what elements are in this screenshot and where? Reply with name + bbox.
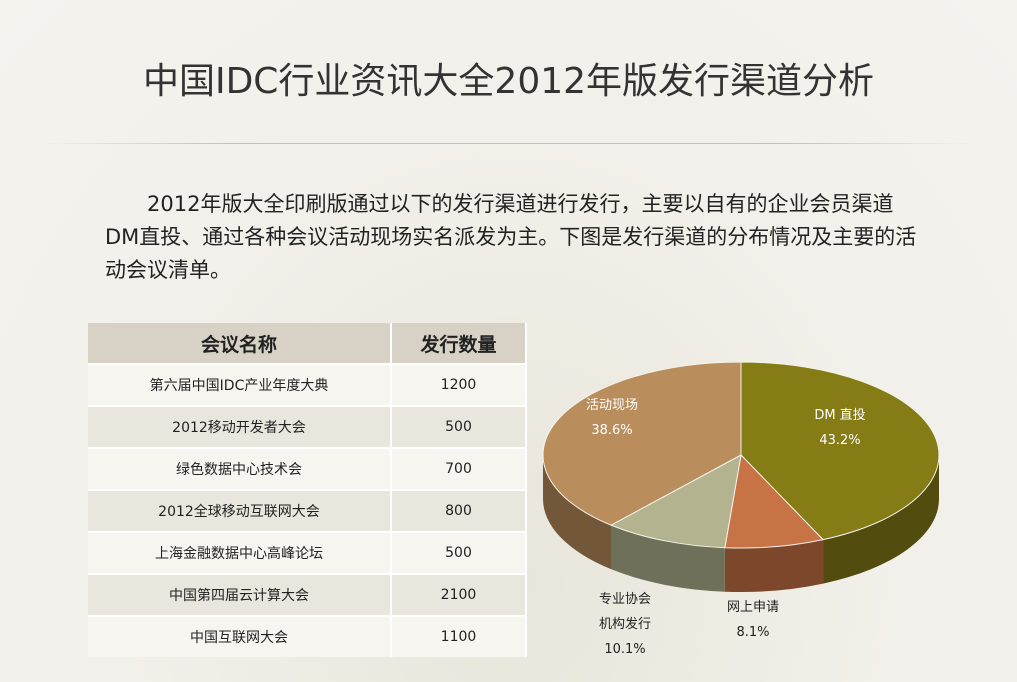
table-cell: 绿色数据中心技术会 <box>88 447 392 490</box>
table-cell: 1200 <box>391 363 527 406</box>
pie-label: DM 直投 43.2% <box>785 403 895 453</box>
pie-slice <box>609 454 742 549</box>
pie-percent: 10.1% <box>604 642 646 657</box>
table-cell: 中国互联网大会 <box>88 615 392 657</box>
slide-title: 中国IDC行业资讯大全2012年版发行渠道分析 <box>142 61 875 102</box>
divider <box>40 143 975 144</box>
table-cell: 2012全球移动互联网大会 <box>88 489 392 532</box>
header-cell: 发行数量 <box>391 323 527 364</box>
table-cell: 500 <box>391 405 527 448</box>
table-cell: 上海金融数据中心高峰论坛 <box>88 531 392 574</box>
pie-slice <box>724 453 825 549</box>
pie-side <box>823 455 939 584</box>
table-cell: 2100 <box>391 573 527 616</box>
header-cell: 会议名称 <box>88 323 392 364</box>
table-row: 2012全球移动互联网大会 800 <box>88 489 527 532</box>
pie-slice <box>740 361 940 541</box>
pie-label: 网上申请 8.1% <box>698 595 808 645</box>
meeting-table: 会议名称 发行数量 第六届中国IDC产业年度大典 1200 2012移动开发者大会 5… <box>88 323 527 657</box>
pie-slice <box>542 361 742 526</box>
pie-side <box>724 539 824 592</box>
pie-percent: 38.6% <box>591 423 633 438</box>
pie-category: DM 直投 <box>814 408 866 423</box>
table-row: 绿色数据中心技术会 700 <box>88 447 527 490</box>
table-cell: 800 <box>391 489 527 532</box>
pie-label: 专业协会机构发行 10.1% <box>570 587 680 662</box>
table-cell: 1100 <box>391 615 527 657</box>
table-cell: 2012移动开发者大会 <box>88 405 392 448</box>
header-row: 会议名称 发行数量 <box>88 323 527 364</box>
table-cell: 第六届中国IDC产业年度大典 <box>88 363 392 406</box>
pie-label: 活动现场 38.6% <box>557 393 667 443</box>
table-row: 中国互联网大会 1100 <box>88 615 527 657</box>
table-cell: 700 <box>391 447 527 490</box>
pie-side <box>543 455 611 570</box>
table-row: 上海金融数据中心高峰论坛 500 <box>88 531 527 574</box>
pie-percent: 8.1% <box>736 625 770 640</box>
table-row: 第六届中国IDC产业年度大典 1200 <box>88 363 527 406</box>
pie-side <box>610 525 725 592</box>
table-row: 中国第四届云计算大会 2100 <box>88 573 527 616</box>
pie-category: 专业协会机构发行 <box>598 592 651 632</box>
table-cell: 中国第四届云计算大会 <box>88 573 392 616</box>
table-row: 2012移动开发者大会 500 <box>88 405 527 448</box>
pie-category: 网上申请 <box>726 600 779 615</box>
table-cell: 500 <box>391 531 527 574</box>
pie-percent: 43.2% <box>819 433 861 448</box>
pie-category: 活动现场 <box>585 398 638 413</box>
intro-text: 2012年版大全印刷版通过以下的发行渠道进行发行，主要以自有的企业会员渠道DM直… <box>105 192 917 282</box>
